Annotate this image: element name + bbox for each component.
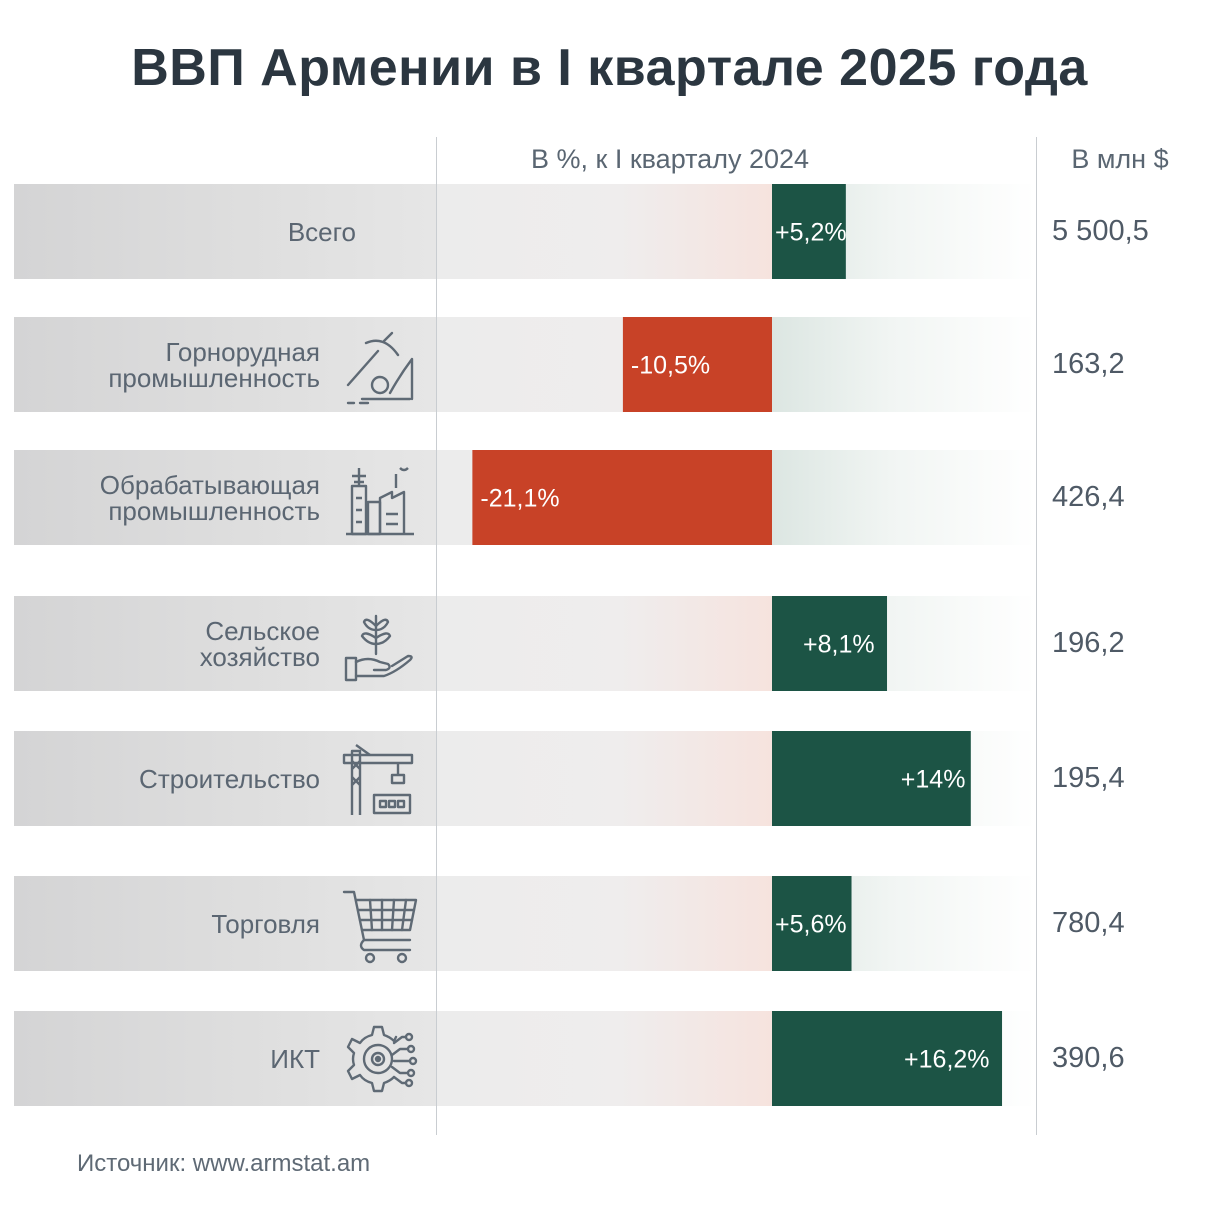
row-negative-zone bbox=[436, 596, 772, 691]
shopping-cart-icon bbox=[340, 884, 420, 964]
usd-value: 163,2 bbox=[1052, 348, 1125, 380]
category-label-line: Обрабатывающая bbox=[99, 469, 320, 500]
source-note: Источник: www.armstat.am bbox=[77, 1150, 371, 1177]
row-negative-zone bbox=[436, 876, 772, 971]
row-positive-zone bbox=[772, 450, 1036, 545]
mining-icon bbox=[340, 325, 420, 405]
factory-icon bbox=[340, 458, 420, 538]
category-label: ИКТ bbox=[14, 1011, 320, 1106]
row-positive-zone bbox=[772, 184, 1036, 279]
row-negative-zone bbox=[436, 731, 772, 826]
category-label-line: промышленность bbox=[108, 362, 320, 393]
category-label-line: хозяйство bbox=[199, 641, 320, 672]
plant-in-hand-icon bbox=[340, 604, 420, 684]
row-positive-zone bbox=[772, 596, 1036, 691]
row-label-bg bbox=[14, 184, 436, 279]
row-negative-zone bbox=[436, 1011, 772, 1106]
row-negative-zone bbox=[436, 317, 772, 412]
row-negative-zone bbox=[436, 450, 772, 545]
row-positive-zone bbox=[772, 317, 1036, 412]
category-label-line: Всего bbox=[287, 216, 356, 247]
row-negative-zone bbox=[436, 184, 772, 279]
usd-value: 780,4 bbox=[1052, 907, 1125, 939]
row-label-bg bbox=[14, 731, 436, 826]
usd-value: 426,4 bbox=[1052, 481, 1125, 513]
category-label: Всего bbox=[14, 184, 356, 279]
left-divider bbox=[436, 137, 437, 1135]
row-positive-zone bbox=[772, 1011, 1036, 1106]
usd-value: 195,4 bbox=[1052, 762, 1125, 794]
construction-crane-icon bbox=[340, 739, 420, 819]
category-label-line: Торговля bbox=[211, 908, 320, 939]
usd-value: 196,2 bbox=[1052, 627, 1125, 659]
category-label-line: Сельское bbox=[205, 615, 320, 646]
category-label-line: ИКТ bbox=[270, 1043, 320, 1074]
gear-circuit-icon bbox=[340, 1019, 420, 1099]
category-label-line: Строительство bbox=[139, 763, 320, 794]
chart-title: ВВП Армении в I квартале 2025 года bbox=[131, 39, 1088, 97]
category-label: Торговля bbox=[14, 876, 320, 971]
row-positive-zone bbox=[772, 731, 1036, 826]
category-label: Сельское хозяйство bbox=[14, 596, 320, 691]
category-label-line: промышленность bbox=[108, 495, 320, 526]
category-label: Обрабатывающая промышленность bbox=[14, 450, 320, 545]
usd-column-header: В млн $ bbox=[1071, 144, 1169, 174]
usd-value: 390,6 bbox=[1052, 1042, 1125, 1074]
pct-column-header: В %, к I кварталу 2024 bbox=[530, 144, 810, 174]
row-label-bg bbox=[14, 1011, 436, 1106]
category-label: Горнорудная промышленность bbox=[14, 317, 320, 412]
category-label: Строительство bbox=[14, 731, 320, 826]
category-label-line: Горнорудная bbox=[165, 336, 320, 367]
usd-value: 5 500,5 bbox=[1052, 215, 1149, 247]
right-divider bbox=[1036, 137, 1037, 1135]
row-positive-zone bbox=[772, 876, 1036, 971]
